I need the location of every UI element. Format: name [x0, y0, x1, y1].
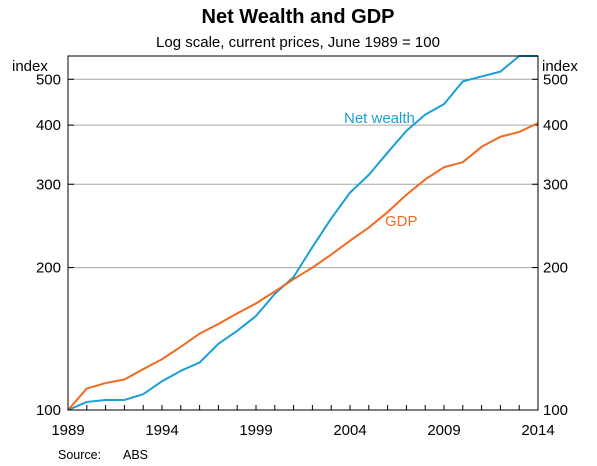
plot-frame [67, 55, 539, 411]
y-axis-unit-right: index [542, 58, 578, 75]
series-lines [67, 55, 539, 411]
x-tick-labels: 1989 1994 1999 2004 2009 2014 [51, 405, 555, 439]
y-tick-label-left-300: 300 [36, 176, 61, 193]
y-tick-label-right-200: 200 [543, 260, 568, 277]
chart-title: Net Wealth and GDP [202, 6, 395, 28]
source-label: Source: [58, 448, 101, 462]
x-tick-label-2014: 2014 [521, 422, 554, 439]
y-tick-label-left-200: 200 [36, 260, 61, 277]
y-tick-labels: 100 100 200 200 300 300 400 400 500 500 [36, 71, 568, 419]
x-tick-label-2009: 2009 [427, 422, 460, 439]
x-tick-label-1989: 1989 [51, 422, 84, 439]
grid-lines [68, 78, 538, 411]
series-label-net-wealth: Net wealth [344, 110, 415, 127]
y-tick-label-right-500: 500 [543, 71, 568, 88]
y-axis-unit-left: index [12, 58, 48, 75]
source-value: ABS [123, 448, 148, 462]
series-label-gdp: GDP [385, 213, 418, 230]
y-tick-label-right-100: 100 [543, 402, 568, 419]
y-tick-label-left-100: 100 [36, 402, 61, 419]
x-tick-label-1994: 1994 [145, 422, 178, 439]
series-line-gdp [67, 122, 539, 411]
y-tick-label-left-500: 500 [36, 71, 61, 88]
y-tick-label-right-400: 400 [543, 117, 568, 134]
y-tick-label-right-300: 300 [543, 176, 568, 193]
y-tick-label-left-400: 400 [36, 117, 61, 134]
series-line-net-wealth [67, 55, 538, 411]
chart-subtitle: Log scale, current prices, June 1989 = 1… [156, 34, 440, 51]
x-tick-label-2004: 2004 [333, 422, 366, 439]
x-tick-label-1999: 1999 [239, 422, 272, 439]
